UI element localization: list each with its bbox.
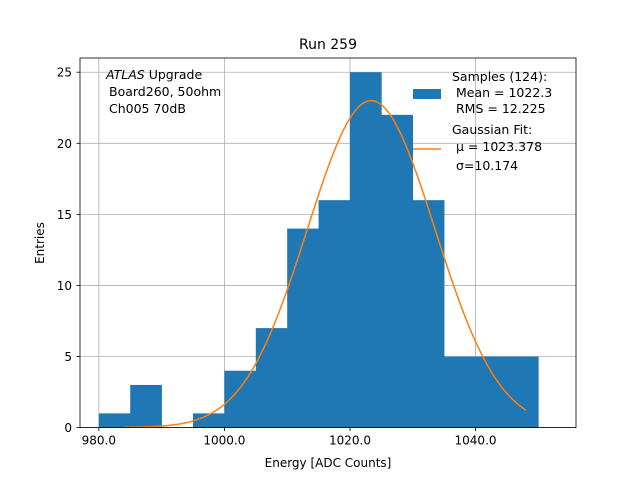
- histogram-bar: [444, 356, 476, 428]
- legend: Samples (124): Mean = 1022.3 RMS = 12.22…: [413, 69, 552, 173]
- legend-samples-mean: Mean = 1022.3: [456, 85, 552, 100]
- annotation-line-1: ATLAS Upgrade: [105, 67, 202, 82]
- x-tick-label: 1040.0: [455, 434, 497, 448]
- legend-fit-sigma: σ=10.174: [456, 158, 518, 173]
- annotation-upgrade: Upgrade: [145, 67, 203, 82]
- histogram-bar: [98, 413, 131, 428]
- histogram-bar: [255, 328, 288, 428]
- histogram-bar: [506, 356, 539, 428]
- legend-samples-rms: RMS = 12.225: [456, 101, 546, 116]
- y-tick-label: 10: [57, 279, 72, 293]
- x-tick-label: 1000.0: [203, 434, 245, 448]
- y-tick-label: 0: [64, 421, 72, 435]
- legend-samples-swatch: [413, 89, 441, 99]
- y-tick-label: 25: [57, 66, 72, 80]
- histogram-bar: [287, 228, 319, 428]
- plot-frame: [79, 57, 577, 429]
- histogram-bar: [412, 200, 445, 428]
- annotation-line-3: Ch005 70dB: [109, 101, 186, 116]
- x-tick-label: 1020.0: [329, 434, 371, 448]
- y-tick-label: 15: [57, 208, 72, 222]
- axis-ticks: 980.0 1000.0 1020.0 1040.0 0 5 10 15 20 25: [57, 66, 497, 448]
- x-axis-label: Energy [ADC Counts]: [265, 456, 392, 470]
- annotation-atlas: ATLAS: [105, 67, 145, 82]
- chart-title: Run 259: [299, 37, 357, 53]
- annotation-text: ATLAS Upgrade Board260, 50ohm Ch005 70dB: [105, 67, 221, 116]
- histogram-bar: [193, 413, 225, 428]
- histogram-bars: [98, 72, 539, 428]
- histogram-bar: [349, 72, 382, 428]
- gaussian-fit-line: [123, 99, 527, 429]
- y-tick-label: 20: [57, 137, 72, 151]
- legend-fit-mu: μ = 1023.378: [456, 139, 542, 154]
- legend-fit-title: Gaussian Fit:: [452, 122, 532, 137]
- histogram-bar: [130, 384, 162, 428]
- gaussian-fit: [123, 99, 527, 429]
- x-tick-label: 980.0: [82, 434, 116, 448]
- annotation-line-2: Board260, 50ohm: [109, 84, 221, 99]
- y-axis-label: Entries: [33, 222, 47, 264]
- legend-samples-title: Samples (124):: [452, 69, 547, 84]
- histogram-bar: [475, 356, 508, 428]
- histogram-bar: [318, 200, 351, 428]
- histogram-bar: [381, 114, 414, 428]
- y-tick-label: 5: [64, 350, 72, 364]
